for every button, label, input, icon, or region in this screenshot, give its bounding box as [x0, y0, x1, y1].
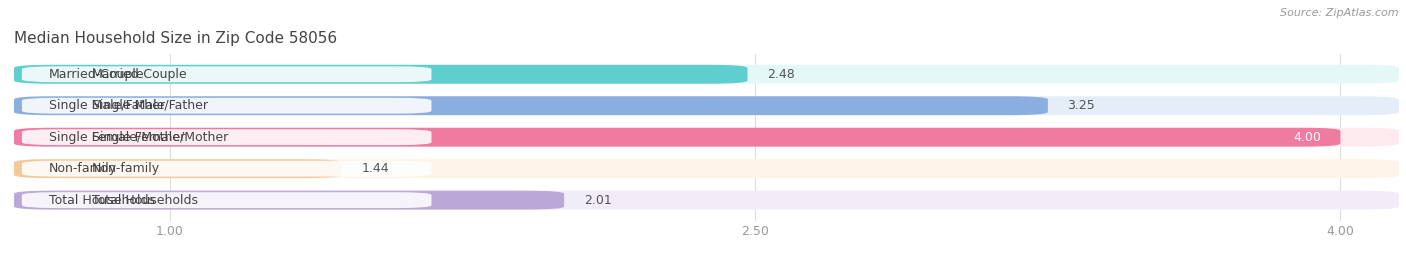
- FancyBboxPatch shape: [14, 159, 1399, 178]
- FancyBboxPatch shape: [22, 192, 432, 208]
- FancyBboxPatch shape: [14, 96, 1047, 115]
- FancyBboxPatch shape: [22, 129, 432, 145]
- Text: Source: ZipAtlas.com: Source: ZipAtlas.com: [1281, 8, 1399, 18]
- FancyBboxPatch shape: [22, 161, 432, 176]
- Text: Total Households: Total Households: [91, 194, 198, 207]
- Text: Single Male/Father: Single Male/Father: [91, 99, 208, 112]
- Text: Single Male/Father: Single Male/Father: [49, 99, 165, 112]
- FancyBboxPatch shape: [22, 98, 432, 114]
- FancyBboxPatch shape: [14, 128, 1399, 147]
- Text: 1.44: 1.44: [361, 162, 389, 175]
- Text: Total Households: Total Households: [49, 194, 155, 207]
- Text: Married-Couple: Married-Couple: [91, 68, 188, 81]
- Text: Non-family: Non-family: [91, 162, 160, 175]
- Text: Single Female/Mother: Single Female/Mother: [91, 131, 228, 144]
- FancyBboxPatch shape: [14, 128, 1340, 147]
- Text: Married-Couple: Married-Couple: [49, 68, 145, 81]
- FancyBboxPatch shape: [14, 65, 1399, 84]
- Text: Single Female/Mother: Single Female/Mother: [49, 131, 186, 144]
- FancyBboxPatch shape: [14, 191, 1399, 210]
- Text: 2.48: 2.48: [768, 68, 794, 81]
- Text: Median Household Size in Zip Code 58056: Median Household Size in Zip Code 58056: [14, 31, 337, 46]
- Text: 4.00: 4.00: [1294, 131, 1322, 144]
- FancyBboxPatch shape: [22, 66, 432, 82]
- Text: 3.25: 3.25: [1067, 99, 1095, 112]
- FancyBboxPatch shape: [14, 65, 748, 84]
- FancyBboxPatch shape: [14, 191, 564, 210]
- FancyBboxPatch shape: [14, 159, 342, 178]
- FancyBboxPatch shape: [14, 96, 1399, 115]
- Text: Non-family: Non-family: [49, 162, 117, 175]
- Text: 2.01: 2.01: [583, 194, 612, 207]
